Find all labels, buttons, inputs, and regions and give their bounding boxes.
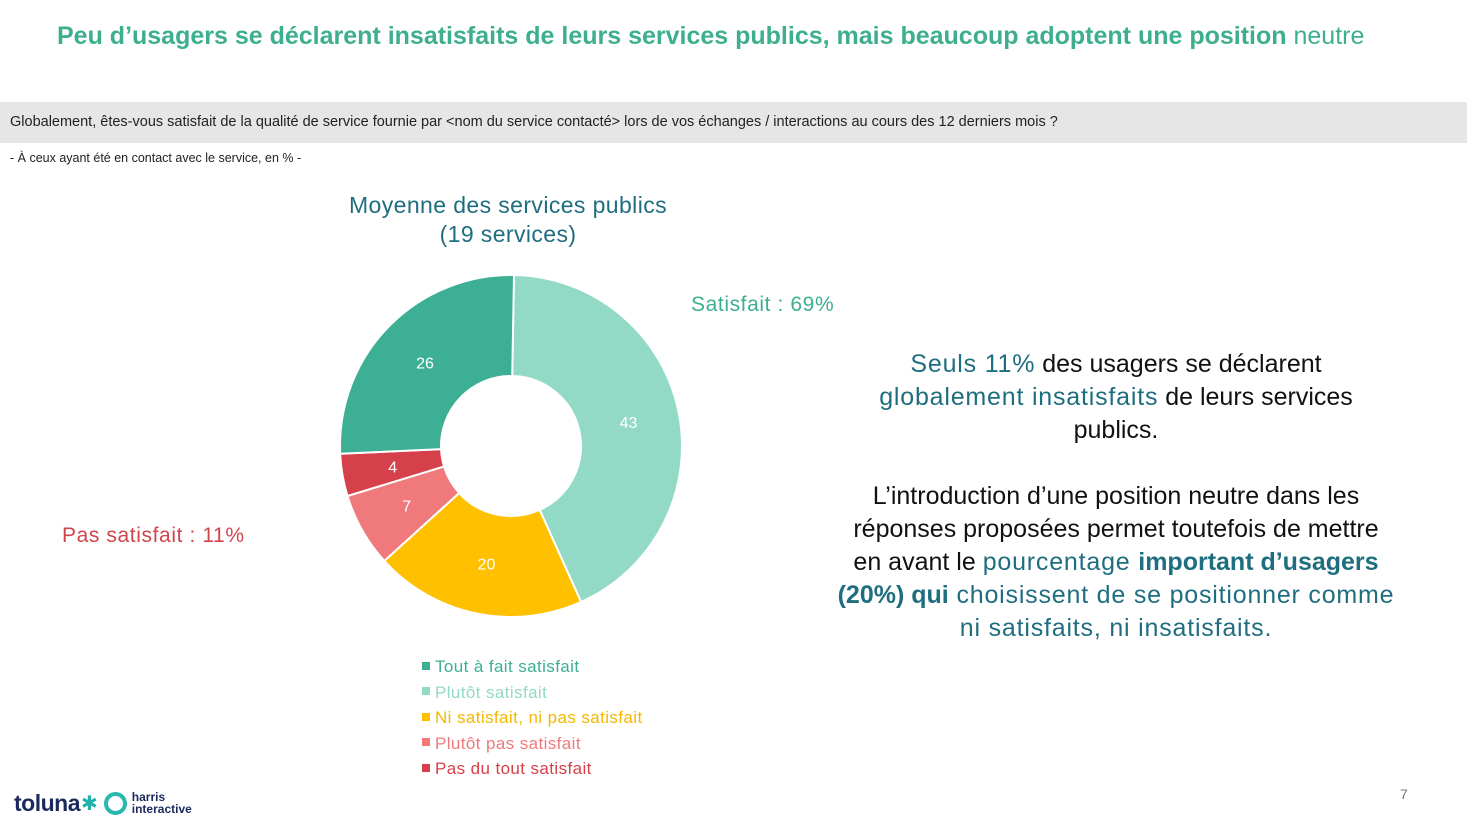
chart-legend: Tout à fait satisfait Plutôt satisfait Ni …: [422, 654, 643, 782]
commentary-highlight-11pct: Seuls 11%: [910, 350, 1036, 378]
legend-item-ni-satisfait: Ni satisfait, ni pas satisfait: [422, 705, 643, 731]
chart-title: Moyenne des services publics (19 service…: [308, 191, 708, 249]
legend-swatch: [422, 661, 430, 670]
donut-slice-tout-a-fait-satisfait: [339, 274, 516, 455]
data-label-plutot-satisfait: 43: [620, 415, 638, 432]
logo-ring-icon: [103, 791, 127, 815]
page-title-normal: neutre: [1293, 22, 1365, 50]
logo-star-icon: ✱: [81, 792, 98, 815]
data-label-pas-du-tout-satisfait: 4: [388, 459, 397, 476]
legend-label: Plutôt pas satisfait: [435, 733, 581, 753]
survey-question: Globalement, êtes-vous satisfait de la q…: [10, 114, 1058, 130]
legend-label: Ni satisfait, ni pas satisfait: [435, 708, 643, 728]
legend-label: Plutôt satisfait: [435, 682, 548, 702]
legend-swatch: [422, 687, 430, 696]
data-label-ni-satisfait: 20: [478, 556, 496, 573]
commentary-text: des usagers se déclarent: [1035, 350, 1322, 378]
commentary-paragraph-2: L’introduction d’une position neutre dan…: [836, 480, 1396, 645]
legend-swatch: [422, 738, 430, 747]
page-title: Peu d’usagers se déclarent insatisfaits …: [57, 20, 1427, 53]
donut-slice-ni-satisfait: [382, 491, 583, 618]
page-number: 7: [1400, 786, 1408, 802]
logo-partner-line1: harris: [131, 790, 166, 804]
commentary-paragraph-1: Seuls 11% des usagers se déclarent globa…: [836, 348, 1396, 447]
commentary-text: de leurs services publics.: [1073, 383, 1353, 444]
logo-wordmark: toluna: [14, 789, 81, 816]
commentary-text: L’introduction d’une position neutre dan…: [853, 482, 1379, 576]
data-label-plutot-pas-satisfait: 7: [402, 498, 411, 515]
survey-base: - À ceux ayant été en contact avec le se…: [10, 151, 302, 165]
commentary-highlight-pourcentage: pourcentage: [982, 548, 1139, 576]
commentary: Seuls 11% des usagers se déclarent globa…: [836, 348, 1396, 645]
page-title-bold: Peu d’usagers se déclarent insatisfaits …: [57, 22, 1287, 50]
chart-subtitle: (19 services): [439, 221, 577, 247]
question-band: [0, 102, 1467, 143]
legend-swatch: [422, 712, 430, 721]
legend-item-plutot-pas-satisfait: Plutôt pas satisfait: [422, 731, 643, 757]
toluna-harris-logo: toluna ✱ harris interactive: [14, 788, 192, 818]
legend-label: Tout à fait satisfait: [435, 657, 580, 676]
chart-title-main: Moyenne des services publics: [348, 192, 668, 218]
legend-label: Pas du tout satisfait: [435, 759, 592, 779]
commentary-highlight-insatisfaits: globalement insatisfaits: [879, 383, 1159, 411]
logo-partner: harris interactive: [132, 791, 192, 815]
satisfied-total-label: Satisfait : 69%: [691, 293, 835, 316]
legend-item-pas-du-tout-satisfait: Pas du tout satisfait: [422, 756, 643, 782]
legend-swatch: [422, 763, 430, 772]
donut-slice-plutot-satisfait: [511, 274, 683, 604]
logo-partner-line2: interactive: [131, 802, 192, 816]
legend-item-tout-a-fait-satisfait: Tout à fait satisfait: [422, 654, 643, 680]
data-label-tout-a-fait-satisfait: 26: [416, 355, 434, 372]
unsatisfied-total-label: Pas satisfait : 11%: [62, 524, 245, 547]
commentary-highlight-neutral: choisissent de se positionner comme ni s…: [948, 581, 1395, 642]
commentary-highlight-important: important d’usagers (20%) qui: [837, 548, 1379, 609]
legend-item-plutot-satisfait: Plutôt satisfait: [422, 680, 643, 706]
